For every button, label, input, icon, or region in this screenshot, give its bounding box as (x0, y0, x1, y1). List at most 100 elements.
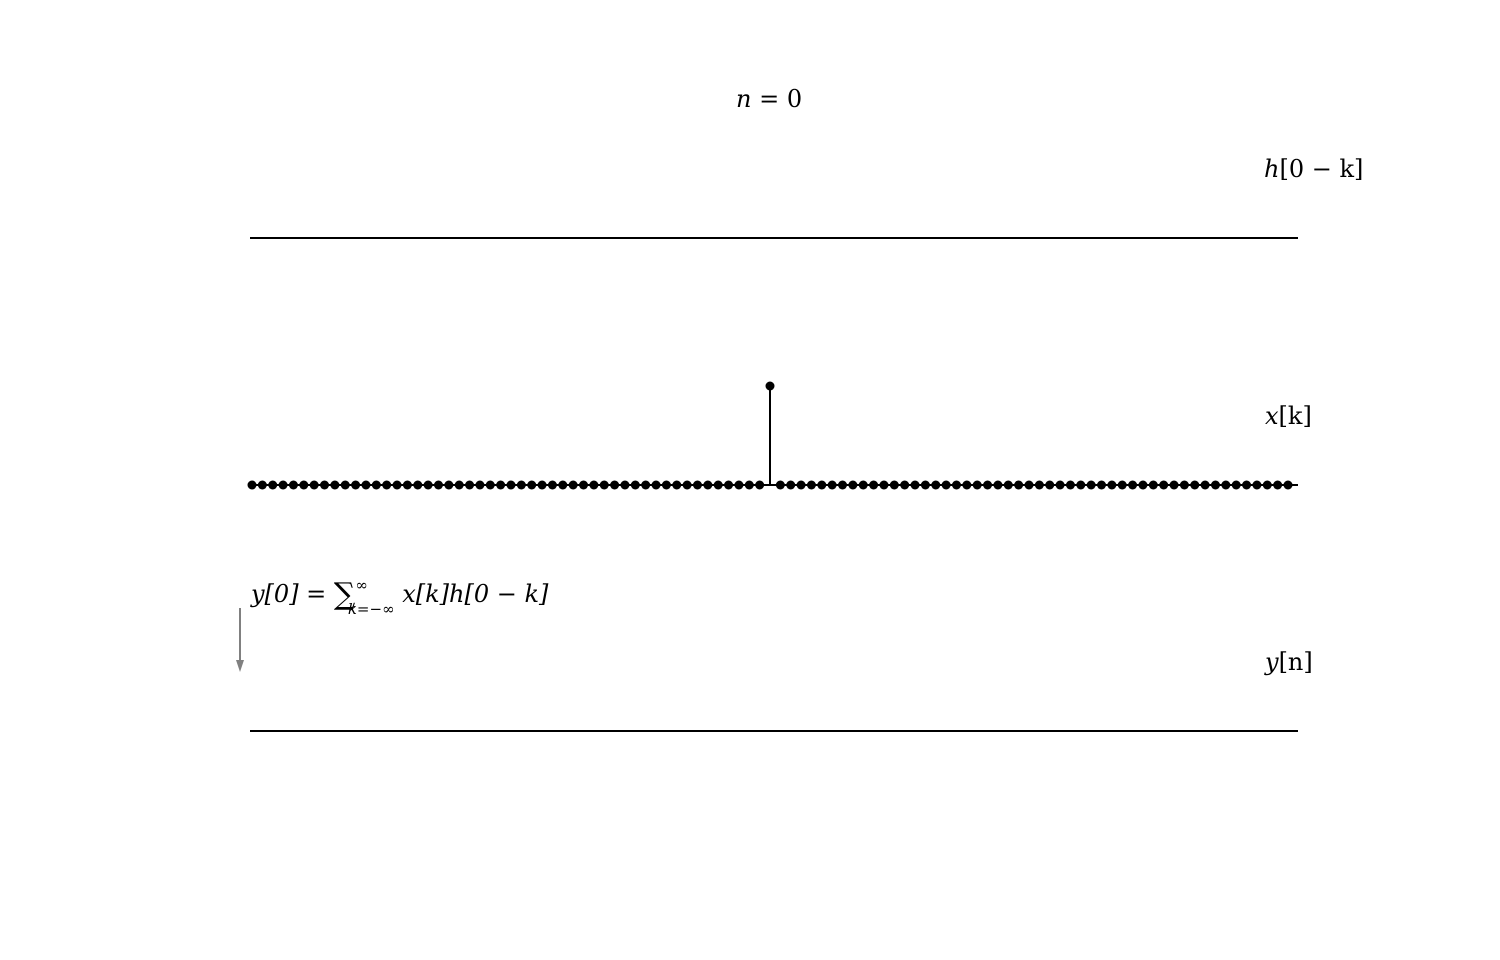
x-stem-marker (1097, 480, 1107, 490)
h-panel-label: h[0 − k] (1264, 155, 1363, 183)
x-stem-marker (1210, 480, 1220, 490)
x-stem-marker (713, 480, 723, 490)
x-stem-marker (744, 480, 754, 490)
down-arrow-icon (236, 608, 244, 672)
x-stem-marker (309, 480, 319, 490)
x-stem-marker (1179, 480, 1189, 490)
x-stem-marker (703, 480, 713, 490)
x-stem-marker (641, 480, 651, 490)
x-stem-marker (485, 480, 495, 490)
x-stem-marker (724, 480, 734, 490)
x-stem-marker (848, 480, 858, 490)
x-stem-marker (320, 480, 330, 490)
x-panel: x[k] (247, 381, 1312, 490)
x-stem-marker (1242, 480, 1252, 490)
x-stem-marker (858, 480, 868, 490)
x-stem-marker (392, 480, 402, 490)
x-stem-marker (547, 480, 557, 490)
x-stem-marker (1138, 480, 1148, 490)
x-stem-marker (786, 480, 796, 490)
x-panel-label: x[k] (1265, 402, 1312, 430)
x-stem-marker (817, 480, 827, 490)
x-stem-marker (1273, 480, 1283, 490)
x-stem-marker (268, 480, 278, 490)
x-stem-marker (983, 480, 993, 490)
x-stem-marker (288, 480, 298, 490)
x-stem-marker (651, 480, 661, 490)
x-stem-marker (1159, 480, 1169, 490)
x-stem-marker (413, 480, 423, 490)
x-stem-marker (692, 480, 702, 490)
x-stem-marker (1034, 480, 1044, 490)
x-stem-marker (465, 480, 475, 490)
x-stem-marker (838, 480, 848, 490)
x-stem-marker (1221, 480, 1231, 490)
x-stem-marker (589, 480, 599, 490)
x-stem-marker (568, 480, 578, 490)
x-stem-marker (1107, 480, 1117, 490)
x-stem-marker (1148, 480, 1158, 490)
x-stem-marker (755, 480, 765, 490)
x-stem-marker (496, 480, 506, 490)
x-stem-marker (330, 480, 340, 490)
x-stem-marker (423, 480, 433, 490)
x-stem-marker (672, 480, 682, 490)
x-stem-marker (371, 480, 381, 490)
step-title: n = 0 (736, 85, 802, 113)
x-stem-marker (630, 480, 640, 490)
convolution-formula: y[0] = ∑∞ k=−∞ x[k]h[0 − k] (250, 576, 549, 618)
x-stem-marker (599, 480, 609, 490)
x-stem-marker (1128, 480, 1138, 490)
x-stem-marker (579, 480, 589, 490)
x-stem-marker (796, 480, 806, 490)
x-stem-marker (1045, 480, 1055, 490)
x-stem-marker (433, 480, 443, 490)
x-stem-marker (993, 480, 1003, 490)
x-stem-marker (278, 480, 288, 490)
step-title-var: n (736, 85, 751, 113)
x-stem-marker (454, 480, 464, 490)
x-stem-marker (1055, 480, 1065, 490)
x-stem-marker (920, 480, 930, 490)
x-stem-marker (558, 480, 568, 490)
x-stem-marker (340, 480, 350, 490)
x-stem-marker (1014, 480, 1024, 490)
x-stem-marker (351, 480, 361, 490)
x-stem-marker (1065, 480, 1075, 490)
x-stem-marker (1262, 480, 1272, 490)
x-stem-marker (682, 480, 692, 490)
x-stem-marker (1283, 480, 1293, 490)
x-stem-marker (361, 480, 371, 490)
x-stem-marker (931, 480, 941, 490)
x-stem-marker (775, 480, 785, 490)
h-panel: h[0 − k] (250, 155, 1363, 239)
x-stem-marker (247, 480, 257, 490)
step-title-value: 0 (787, 85, 802, 113)
x-stem-marker (299, 480, 309, 490)
x-stem-marker (806, 480, 816, 490)
x-stem-marker (962, 480, 972, 490)
x-stem-marker (1024, 480, 1034, 490)
x-stem-marker (941, 480, 951, 490)
x-stem-marker (257, 480, 267, 490)
x-stem-marker (1086, 480, 1096, 490)
step-title-eq: = (751, 85, 786, 113)
x-stem-marker (869, 480, 879, 490)
x-stem-marker (444, 480, 454, 490)
x-stem-marker (1169, 480, 1179, 490)
x-stem-marker (900, 480, 910, 490)
x-stem-marker (765, 381, 775, 391)
y-panel: y[n] (250, 648, 1313, 732)
x-stem-marker (402, 480, 412, 490)
x-stem-marker (527, 480, 537, 490)
x-stem-marker (1076, 480, 1086, 490)
x-stem-group (247, 381, 1293, 490)
x-stem-marker (1231, 480, 1241, 490)
x-stem-marker (1252, 480, 1262, 490)
x-stem-marker (506, 480, 516, 490)
x-stem-marker (1200, 480, 1210, 490)
x-stem-marker (610, 480, 620, 490)
x-stem-marker (889, 480, 899, 490)
y-panel-label: y[n] (1264, 648, 1313, 676)
